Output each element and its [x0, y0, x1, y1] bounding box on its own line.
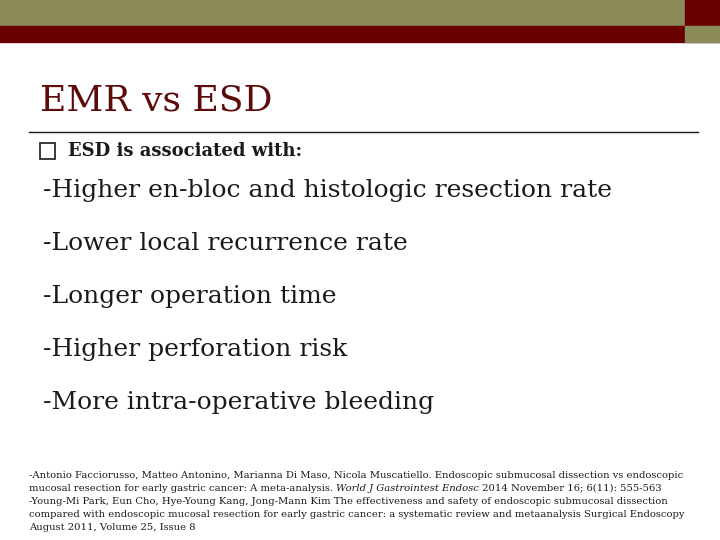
Text: mucosal resection for early gastric cancer: A meta-analysis.: mucosal resection for early gastric canc…	[29, 484, 336, 493]
Text: -Young-Mi Park, Eun Cho, Hye-Young Kang, Jong-Mann Kim The effectiveness and saf: -Young-Mi Park, Eun Cho, Hye-Young Kang,…	[29, 497, 667, 506]
Bar	[0, 26, 720, 42]
Text: -Antonio Facciorusso, Matteo Antonino, Marianna Di Maso, Nicola Muscatiello. End: -Antonio Facciorusso, Matteo Antonino, M…	[29, 471, 683, 480]
Bar	[0, 0, 720, 26]
Text: -Higher en-bloc and histologic resection rate: -Higher en-bloc and histologic resection…	[43, 179, 612, 202]
Text: compared with endoscopic mucosal resection for early gastric cancer: a systemati: compared with endoscopic mucosal resecti…	[29, 510, 684, 519]
Text: 2014 November 16; 6(11): 555-563: 2014 November 16; 6(11): 555-563	[479, 484, 662, 493]
Text: August 2011, Volume 25, Issue 8: August 2011, Volume 25, Issue 8	[29, 523, 195, 532]
Text: World J Gastrointest Endosc: World J Gastrointest Endosc	[336, 484, 479, 493]
Bar	[40, 143, 55, 159]
Bar	[685, 0, 720, 26]
Text: EMR vs ESD: EMR vs ESD	[40, 84, 272, 118]
Text: -Higher perforation risk: -Higher perforation risk	[43, 338, 348, 361]
Text: -Lower local recurrence rate: -Lower local recurrence rate	[43, 232, 408, 255]
Text: -More intra-operative bleeding: -More intra-operative bleeding	[43, 391, 434, 414]
Text: ESD is associated with:: ESD is associated with:	[68, 142, 302, 160]
Bar	[685, 26, 720, 42]
Text: -Longer operation time: -Longer operation time	[43, 285, 337, 308]
